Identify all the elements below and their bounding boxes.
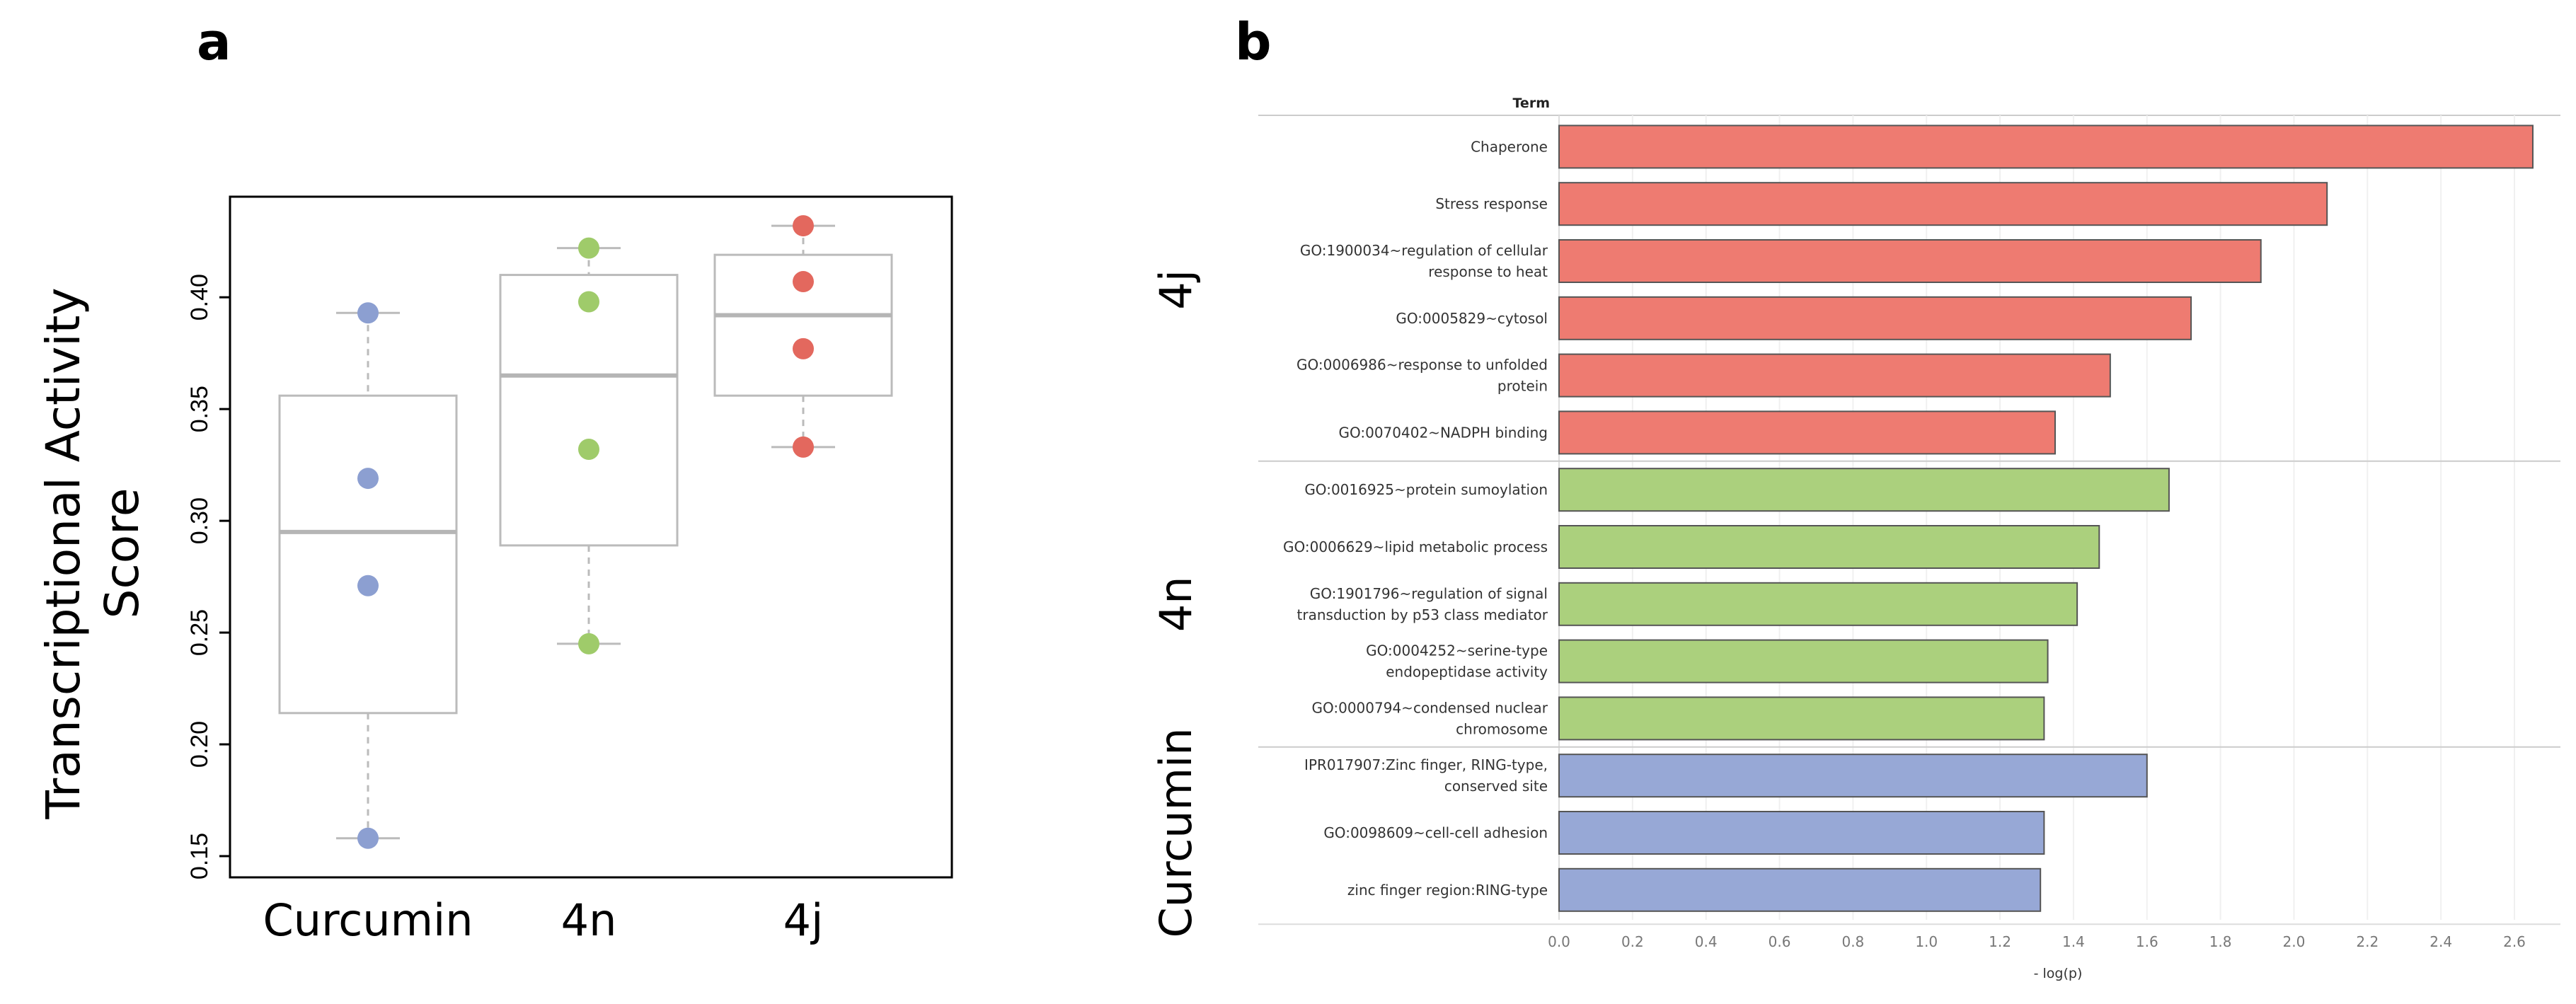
x-axis-title: - log(p) <box>2034 966 2083 981</box>
term-label: GO:0000794~condensed nuclear <box>1311 699 1548 716</box>
bar-Curcumin <box>1558 754 2148 798</box>
term-label: GO:1901796~regulation of signal <box>1310 585 1548 602</box>
panel-b-letter: b <box>1235 12 1272 71</box>
bar-4j <box>1558 182 2328 226</box>
boxplot-panel: Transcriptional Activity Score 0.15 0.20 0… <box>36 195 953 946</box>
data-point <box>793 436 814 458</box>
x-tick-label: 1.8 <box>2209 933 2232 950</box>
y-axis-title-line1: Transcriptional Activity <box>36 287 91 819</box>
x-tick-label: 2.2 <box>2356 933 2379 950</box>
x-tick-label: 1.4 <box>2062 933 2085 950</box>
term-label: conserved site <box>1444 778 1548 795</box>
term-label: Stress response <box>1435 195 1548 212</box>
y-tick-label: 0.20 <box>186 721 213 768</box>
y-tick-label: 0.35 <box>186 386 213 432</box>
panel-a-letter: a <box>197 12 231 71</box>
term-label: GO:1900034~regulation of cellular <box>1300 242 1548 259</box>
x-tick-label: 0.4 <box>1695 933 1718 950</box>
x-tick-label: 0.2 <box>1621 933 1644 950</box>
y-axis-title-line2: Score <box>95 488 149 619</box>
term-label: chromosome <box>1456 720 1548 737</box>
enrichment-bar-panel: Term - log(p) 0.0 0.2 0.4 0.6 0.8 1.0 1.2 1.4 1.… <box>1150 96 2560 981</box>
term-column-header: Term <box>1513 96 1551 111</box>
bar-Curcumin <box>1558 867 2042 912</box>
bar-4n <box>1558 468 2170 512</box>
bar-4n <box>1558 582 2078 626</box>
term-label: Chaperone <box>1471 138 1548 155</box>
bar-4j <box>1558 125 2534 169</box>
x-category-label: 4j <box>783 894 824 946</box>
term-label: GO:0004252~serine-type <box>1366 642 1548 659</box>
data-point <box>578 291 599 313</box>
x-tick-label: 2.4 <box>2430 933 2452 950</box>
term-label: GO:0005829~cytosol <box>1396 310 1548 327</box>
data-point <box>793 215 814 237</box>
group-label-4j: 4j <box>1150 270 1202 310</box>
x-tick-label: 1.0 <box>1915 933 1938 950</box>
group-label-4n: 4n <box>1150 576 1202 632</box>
y-tick-label: 0.30 <box>186 497 213 544</box>
data-point <box>357 302 379 324</box>
bar-4n <box>1558 696 2045 741</box>
y-tick-label: 0.15 <box>186 833 213 879</box>
term-label: GO:0098609~cell-cell adhesion <box>1323 824 1548 841</box>
bar-4n <box>1558 639 2049 683</box>
plot-frame <box>229 195 953 879</box>
data-point <box>578 633 599 654</box>
data-point <box>793 337 814 359</box>
box-Curcumin <box>278 394 458 715</box>
x-tick-label: 1.2 <box>1989 933 2011 950</box>
term-label: endopeptidase activity <box>1386 664 1548 681</box>
bar-Curcumin <box>1558 811 2045 855</box>
group-label-Curcumin: Curcumin <box>1150 727 1202 937</box>
bar-4n <box>1558 525 2100 569</box>
data-point <box>357 575 379 596</box>
term-label: GO:0016925~protein sumoylation <box>1304 481 1548 498</box>
term-label: GO:0006986~response to unfolded <box>1296 357 1548 374</box>
term-label: zinc finger region:RING-type <box>1347 882 1548 899</box>
y-tick-label: 0.25 <box>186 609 213 656</box>
bar-4j <box>1558 296 2192 340</box>
x-category-label: 4n <box>561 894 617 946</box>
x-tick-label: 0.0 <box>1548 933 1570 950</box>
data-point <box>578 237 599 259</box>
data-point <box>793 271 814 293</box>
data-point <box>357 827 379 849</box>
x-category-label: Curcumin <box>263 894 473 946</box>
bar-4j <box>1558 410 2056 455</box>
term-label: protein <box>1497 378 1548 395</box>
term-label: GO:0070402~NADPH binding <box>1338 424 1548 441</box>
x-tick-label: 1.6 <box>2136 933 2158 950</box>
term-label: IPR017907:Zinc finger, RING-type, <box>1304 756 1548 773</box>
x-tick-label: 2.0 <box>2283 933 2306 950</box>
data-point <box>357 468 379 490</box>
data-point <box>578 439 599 461</box>
term-label: transduction by p53 class mediator <box>1297 606 1548 623</box>
bar-4j <box>1558 239 2262 283</box>
y-tick-label: 0.40 <box>186 274 213 321</box>
term-label: response to heat <box>1428 263 1548 280</box>
term-label: GO:0006629~lipid metabolic process <box>1283 538 1548 555</box>
box-4n <box>499 274 679 547</box>
x-tick-label: 0.6 <box>1769 933 1791 950</box>
x-tick-label: 0.8 <box>1841 933 1864 950</box>
x-tick-label: 2.6 <box>2503 933 2526 950</box>
bar-4j <box>1558 353 2111 398</box>
